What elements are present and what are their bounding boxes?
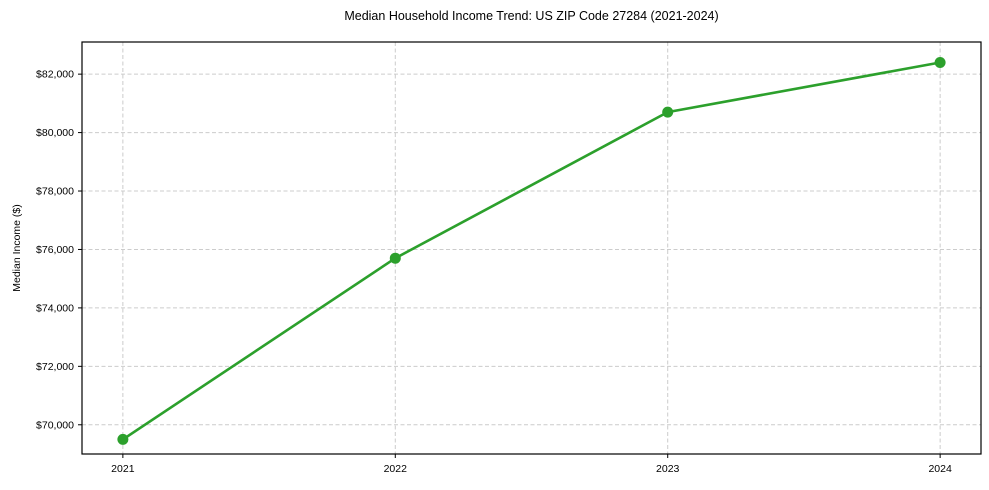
y-tick-label: $74,000 bbox=[36, 302, 74, 314]
x-tick-label: 2022 bbox=[384, 463, 408, 475]
x-tick-label: 2024 bbox=[928, 463, 952, 475]
y-tick-label: $70,000 bbox=[36, 419, 74, 431]
x-tick-label: 2023 bbox=[656, 463, 680, 475]
chart-title: Median Household Income Trend: US ZIP Co… bbox=[344, 9, 719, 23]
y-tick-label: $80,000 bbox=[36, 127, 74, 139]
data-point bbox=[117, 433, 129, 445]
y-tick-label: $76,000 bbox=[36, 244, 74, 256]
y-tick-label: $82,000 bbox=[36, 69, 74, 81]
y-tick-label: $72,000 bbox=[36, 361, 74, 373]
x-tick-label: 2021 bbox=[111, 463, 135, 475]
data-line bbox=[121, 61, 942, 441]
data-point bbox=[389, 252, 401, 264]
data-point bbox=[934, 57, 946, 68]
plot-border bbox=[81, 41, 982, 455]
data-point bbox=[662, 106, 674, 118]
y-tick-label: $78,000 bbox=[36, 186, 74, 198]
